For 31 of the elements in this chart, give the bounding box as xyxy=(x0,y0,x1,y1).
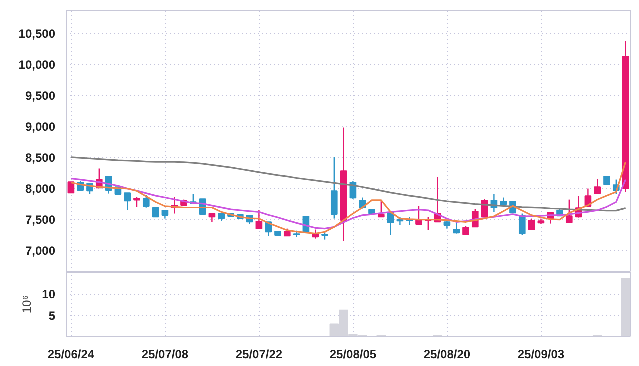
y-tick-label: 10 xyxy=(42,288,56,302)
y-tick-label: 5 xyxy=(48,308,56,323)
candlestick xyxy=(330,156,338,220)
y-tick-label: 7,000 xyxy=(25,244,56,258)
y-tick-label: 9,000 xyxy=(25,120,56,134)
candlestick xyxy=(594,178,602,194)
candlestick xyxy=(566,199,573,224)
y-axis-title: 10⁶ xyxy=(20,295,34,314)
candlestick xyxy=(518,213,526,236)
candlestick xyxy=(142,194,150,208)
candlestick xyxy=(134,196,140,208)
candlestick xyxy=(256,210,263,230)
candlestick xyxy=(453,222,460,234)
x-tick-label: 25/07/22 xyxy=(236,348,283,362)
x-tick-label: 25/08/20 xyxy=(424,348,471,362)
candlestick xyxy=(152,207,160,218)
candlestick xyxy=(68,182,75,194)
y-tick-label: 9,500 xyxy=(25,88,56,103)
y-tick-label: 10,000 xyxy=(18,58,56,72)
x-tick-label: 25/07/08 xyxy=(142,348,189,362)
candlestick xyxy=(124,192,132,212)
x-tick-label: 25/09/03 xyxy=(518,348,565,362)
candlestick xyxy=(378,200,385,218)
x-tick-label: 25/06/24 xyxy=(48,348,95,362)
y-tick-label: 8,000 xyxy=(25,182,56,196)
line-series xyxy=(70,178,627,230)
y-tick-label: 10,500 xyxy=(18,26,56,41)
x-tick-label: 25/08/05 xyxy=(330,348,377,362)
candlestick xyxy=(528,218,536,230)
y-tick-label: 7,500 xyxy=(25,212,56,227)
y-tick-label: 8,500 xyxy=(25,150,56,165)
